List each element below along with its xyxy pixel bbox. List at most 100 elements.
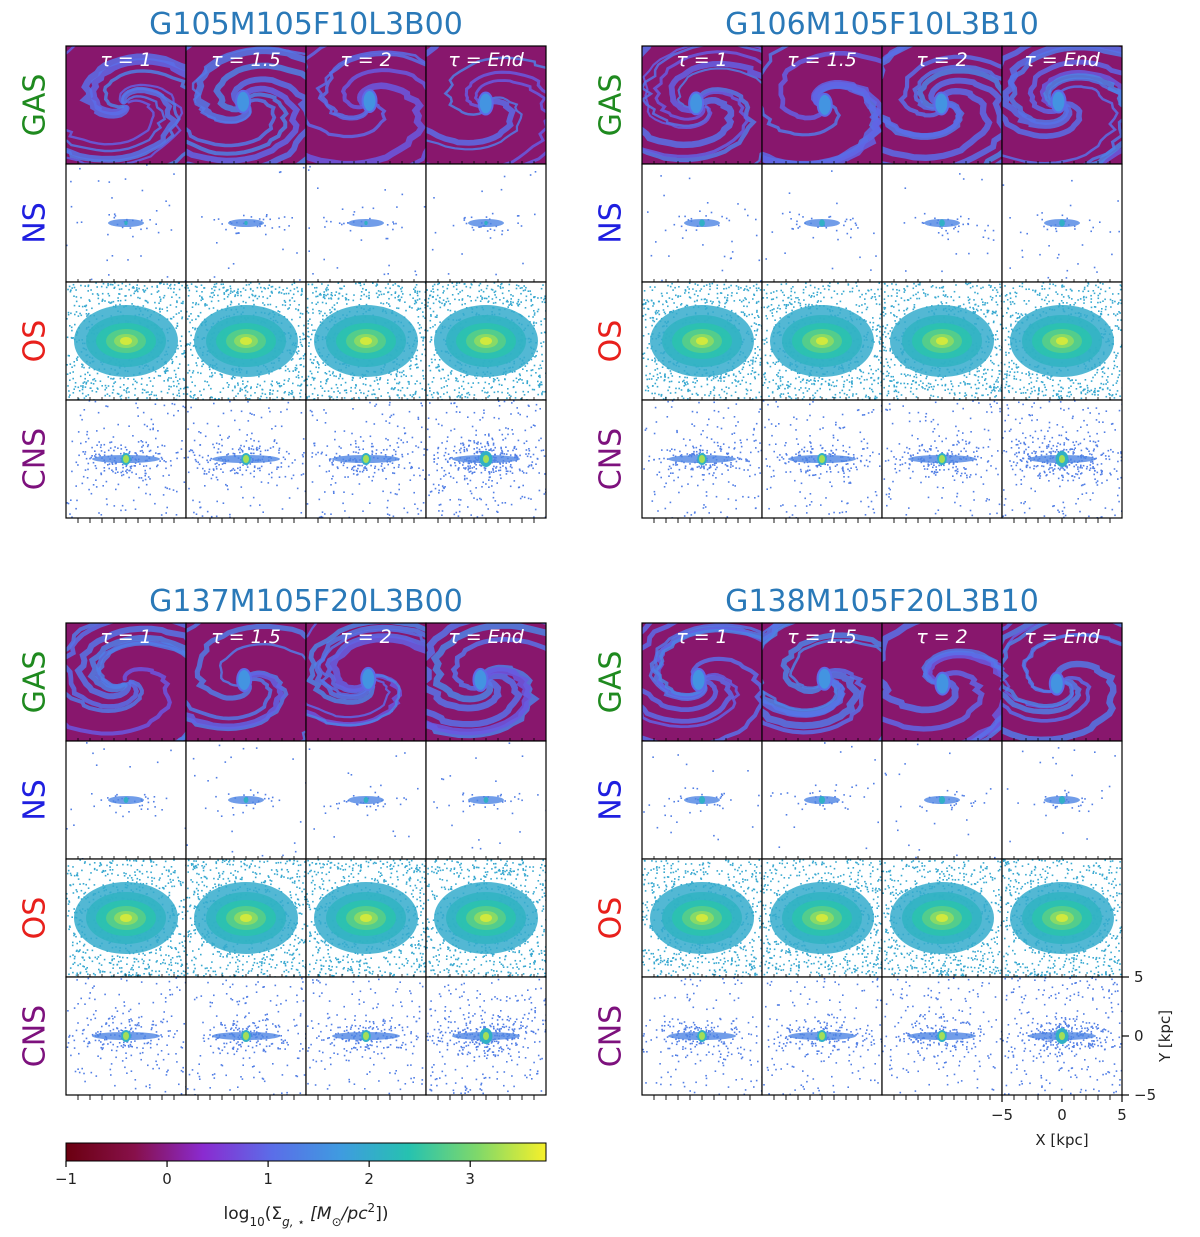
row-label-gas: GAS bbox=[18, 74, 53, 137]
colorbar-tick-label: 3 bbox=[465, 1170, 475, 1188]
y-tick-label: −5 bbox=[1134, 1086, 1156, 1104]
row-label-cns: CNS bbox=[18, 428, 53, 490]
colorbar-tick-label: 1 bbox=[263, 1170, 273, 1188]
cell-ns-3 bbox=[425, 163, 547, 283]
row-label-gas: GAS bbox=[594, 651, 629, 714]
row-label-ns: NS bbox=[594, 202, 629, 243]
row-label-gas: GAS bbox=[18, 651, 53, 714]
x-tick-label: 5 bbox=[1117, 1106, 1127, 1124]
panel-title: G137M105F20L3B00 bbox=[149, 584, 463, 619]
row-label-cns: CNS bbox=[594, 1005, 629, 1067]
panel-grid: G105M105F10L3B00 GAS τ = 1 τ = 1.5 τ = 2 τ = … bbox=[18, 7, 1175, 1149]
tau-label: τ = 1.5 bbox=[787, 49, 857, 71]
cell-os-2 bbox=[305, 281, 427, 401]
cell-ns-3 bbox=[1001, 163, 1123, 283]
cell-os-3 bbox=[425, 858, 547, 978]
cell-gas-3: τ = End bbox=[1001, 622, 1123, 742]
tau-label: τ = 1 bbox=[100, 49, 152, 71]
cell-cns-2 bbox=[881, 976, 1003, 1096]
colorbar-tick-label: 0 bbox=[162, 1170, 172, 1188]
cell-os-2 bbox=[305, 858, 427, 978]
cell-cns-1 bbox=[761, 976, 883, 1096]
cell-gas-0: τ = 1 bbox=[641, 622, 763, 742]
colorbar: −1 0 1 2 3 log10(Σg, ⋆ [M⊙/pc2]) bbox=[55, 1142, 547, 1229]
cell-cns-3 bbox=[1001, 976, 1123, 1096]
cell-cns-1 bbox=[185, 976, 307, 1096]
tau-label: τ = 1.5 bbox=[787, 626, 857, 648]
axes-bottom-right: −5 0 5 X [kpc] 5 0 −5 Y [kpc] bbox=[991, 968, 1174, 1149]
cell-gas-2: τ = 2 bbox=[305, 622, 427, 742]
cell-os-3 bbox=[1001, 281, 1123, 401]
cell-ns-2 bbox=[881, 163, 1003, 283]
cell-gas-1: τ = 1.5 bbox=[185, 45, 307, 165]
cell-gas-3: τ = End bbox=[1001, 45, 1123, 165]
cell-os-2 bbox=[881, 281, 1003, 401]
cell-os-0 bbox=[65, 858, 187, 978]
row-label-ns: NS bbox=[594, 779, 629, 820]
tau-label: τ = End bbox=[1024, 49, 1100, 71]
cell-cns-1 bbox=[185, 399, 307, 519]
cell-os-0 bbox=[641, 858, 763, 978]
row-label-os: OS bbox=[594, 897, 629, 940]
cell-os-3 bbox=[425, 281, 547, 401]
tau-label: τ = 1.5 bbox=[211, 49, 281, 71]
cell-ns-1 bbox=[185, 163, 307, 283]
cell-gas-2: τ = 2 bbox=[881, 45, 1003, 165]
cell-gas-3: τ = End bbox=[425, 622, 547, 742]
cell-os-1 bbox=[761, 858, 883, 978]
cell-ns-2 bbox=[881, 740, 1003, 860]
tau-label: τ = 1.5 bbox=[211, 626, 281, 648]
cell-ns-3 bbox=[425, 740, 547, 860]
cell-cns-2 bbox=[305, 399, 427, 519]
cell-ns-2 bbox=[305, 163, 427, 283]
cell-os-1 bbox=[761, 281, 883, 401]
cell-os-3 bbox=[1001, 858, 1123, 978]
panel-title: G106M105F10L3B10 bbox=[725, 7, 1039, 42]
colorbar-gradient bbox=[65, 1142, 547, 1162]
y-tick-label: 0 bbox=[1134, 1027, 1144, 1045]
y-axis-label: Y [kpc] bbox=[1156, 1010, 1174, 1063]
panel-G105M105F10L3B00: G105M105F10L3B00 GAS τ = 1 τ = 1.5 τ = 2 τ = … bbox=[18, 7, 547, 523]
colorbar-tick-label: 2 bbox=[364, 1170, 374, 1188]
tau-label: τ = End bbox=[1024, 626, 1100, 648]
cell-cns-2 bbox=[881, 399, 1003, 519]
tau-label: τ = End bbox=[448, 49, 524, 71]
cell-ns-1 bbox=[761, 163, 883, 283]
row-label-cns: CNS bbox=[594, 428, 629, 490]
cell-cns-1 bbox=[761, 399, 883, 519]
cell-cns-3 bbox=[425, 399, 547, 519]
x-tick-label: −5 bbox=[991, 1106, 1013, 1124]
x-axis-label: X [kpc] bbox=[1035, 1131, 1088, 1149]
cell-ns-2 bbox=[305, 740, 427, 860]
panel-title: G138M105F20L3B10 bbox=[725, 584, 1039, 619]
row-label-ns: NS bbox=[18, 202, 53, 243]
tau-label: τ = 2 bbox=[340, 49, 392, 71]
tau-label: τ = 2 bbox=[916, 626, 968, 648]
y-tick-label: 5 bbox=[1134, 968, 1144, 986]
cell-cns-0 bbox=[641, 399, 763, 519]
cell-gas-2: τ = 2 bbox=[881, 622, 1003, 742]
cell-gas-3: τ = End bbox=[425, 45, 547, 165]
panel-G138M105F20L3B10: G138M105F20L3B10 GAS τ = 1 τ = 1.5 τ = 2 τ = … bbox=[594, 584, 1123, 1100]
cell-gas-2: τ = 2 bbox=[305, 45, 427, 165]
cell-os-1 bbox=[185, 858, 307, 978]
cell-os-2 bbox=[881, 858, 1003, 978]
tau-label: τ = 1 bbox=[676, 49, 728, 71]
tau-label: τ = End bbox=[448, 626, 524, 648]
cell-cns-0 bbox=[65, 976, 187, 1096]
cell-ns-1 bbox=[185, 740, 307, 860]
tau-label: τ = 2 bbox=[340, 626, 392, 648]
cell-ns-0 bbox=[65, 163, 187, 283]
cell-cns-3 bbox=[1001, 399, 1123, 519]
x-tick-label: 0 bbox=[1057, 1106, 1067, 1124]
cell-gas-0: τ = 1 bbox=[641, 45, 763, 165]
tau-label: τ = 2 bbox=[916, 49, 968, 71]
row-label-cns: CNS bbox=[18, 1005, 53, 1067]
cell-cns-3 bbox=[425, 976, 547, 1096]
cell-gas-0: τ = 1 bbox=[65, 622, 187, 742]
colorbar-label: log10(Σg, ⋆ [M⊙/pc2]) bbox=[224, 1201, 389, 1229]
row-label-ns: NS bbox=[18, 779, 53, 820]
cell-os-1 bbox=[185, 281, 307, 401]
row-label-gas: GAS bbox=[594, 74, 629, 137]
